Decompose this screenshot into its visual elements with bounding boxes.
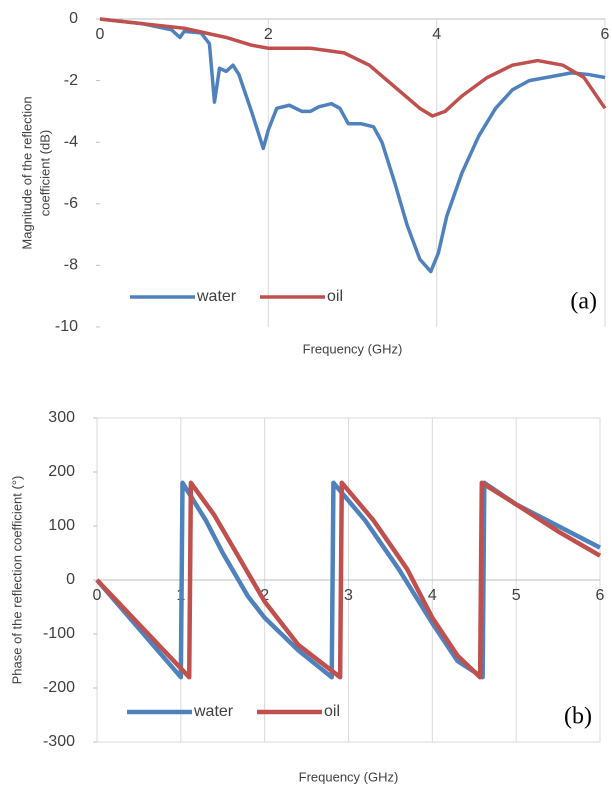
data-line bbox=[99, 17, 607, 118]
y-axis-title: Magnitude of the reflection bbox=[19, 96, 34, 249]
x-tick-label: 2 bbox=[264, 26, 273, 43]
y-tick-label: -6 bbox=[64, 195, 78, 212]
x-tick-label: 2 bbox=[260, 587, 269, 604]
x-tick-label: 6 bbox=[596, 587, 605, 604]
y-tick-label: -10 bbox=[55, 318, 78, 335]
y-tick-label: 200 bbox=[48, 463, 75, 480]
y-tick-label: -8 bbox=[64, 257, 78, 274]
x-tick-label: 4 bbox=[428, 587, 437, 604]
x-tick-label: 4 bbox=[432, 26, 441, 43]
y-axis-title: Phase of the reflection coefficient (°) bbox=[9, 476, 24, 685]
x-axis-title: Frequency (GHz) bbox=[303, 341, 403, 356]
panel-label: (a) bbox=[570, 289, 597, 315]
y-tick-label: 300 bbox=[48, 409, 75, 426]
y-tick-label: -200 bbox=[43, 679, 75, 696]
x-tick-label: 5 bbox=[512, 587, 521, 604]
y-tick-label: -4 bbox=[64, 133, 78, 150]
x-tick-label: 0 bbox=[96, 26, 105, 43]
y-tick-label: 100 bbox=[48, 517, 75, 534]
legend-label: water bbox=[193, 703, 234, 720]
data-line bbox=[95, 480, 602, 680]
y-tick-label: -2 bbox=[64, 72, 78, 89]
y-tick-label: 0 bbox=[66, 571, 75, 588]
legend-label: oil bbox=[327, 288, 343, 305]
panel-label: (b) bbox=[564, 704, 592, 730]
data-line bbox=[99, 17, 606, 274]
x-tick-label: 6 bbox=[601, 26, 610, 43]
y-tick-label: -100 bbox=[43, 625, 75, 642]
x-tick-label: 3 bbox=[344, 587, 353, 604]
legend-label: water bbox=[196, 288, 237, 305]
y-axis-title: coefficient (dB) bbox=[37, 130, 52, 216]
y-tick-label: -300 bbox=[43, 733, 75, 750]
x-tick-label: 0 bbox=[93, 587, 102, 604]
legend-label: oil bbox=[324, 703, 340, 720]
x-axis-title: Frequency (GHz) bbox=[299, 769, 399, 784]
y-tick-label: 0 bbox=[69, 10, 78, 27]
